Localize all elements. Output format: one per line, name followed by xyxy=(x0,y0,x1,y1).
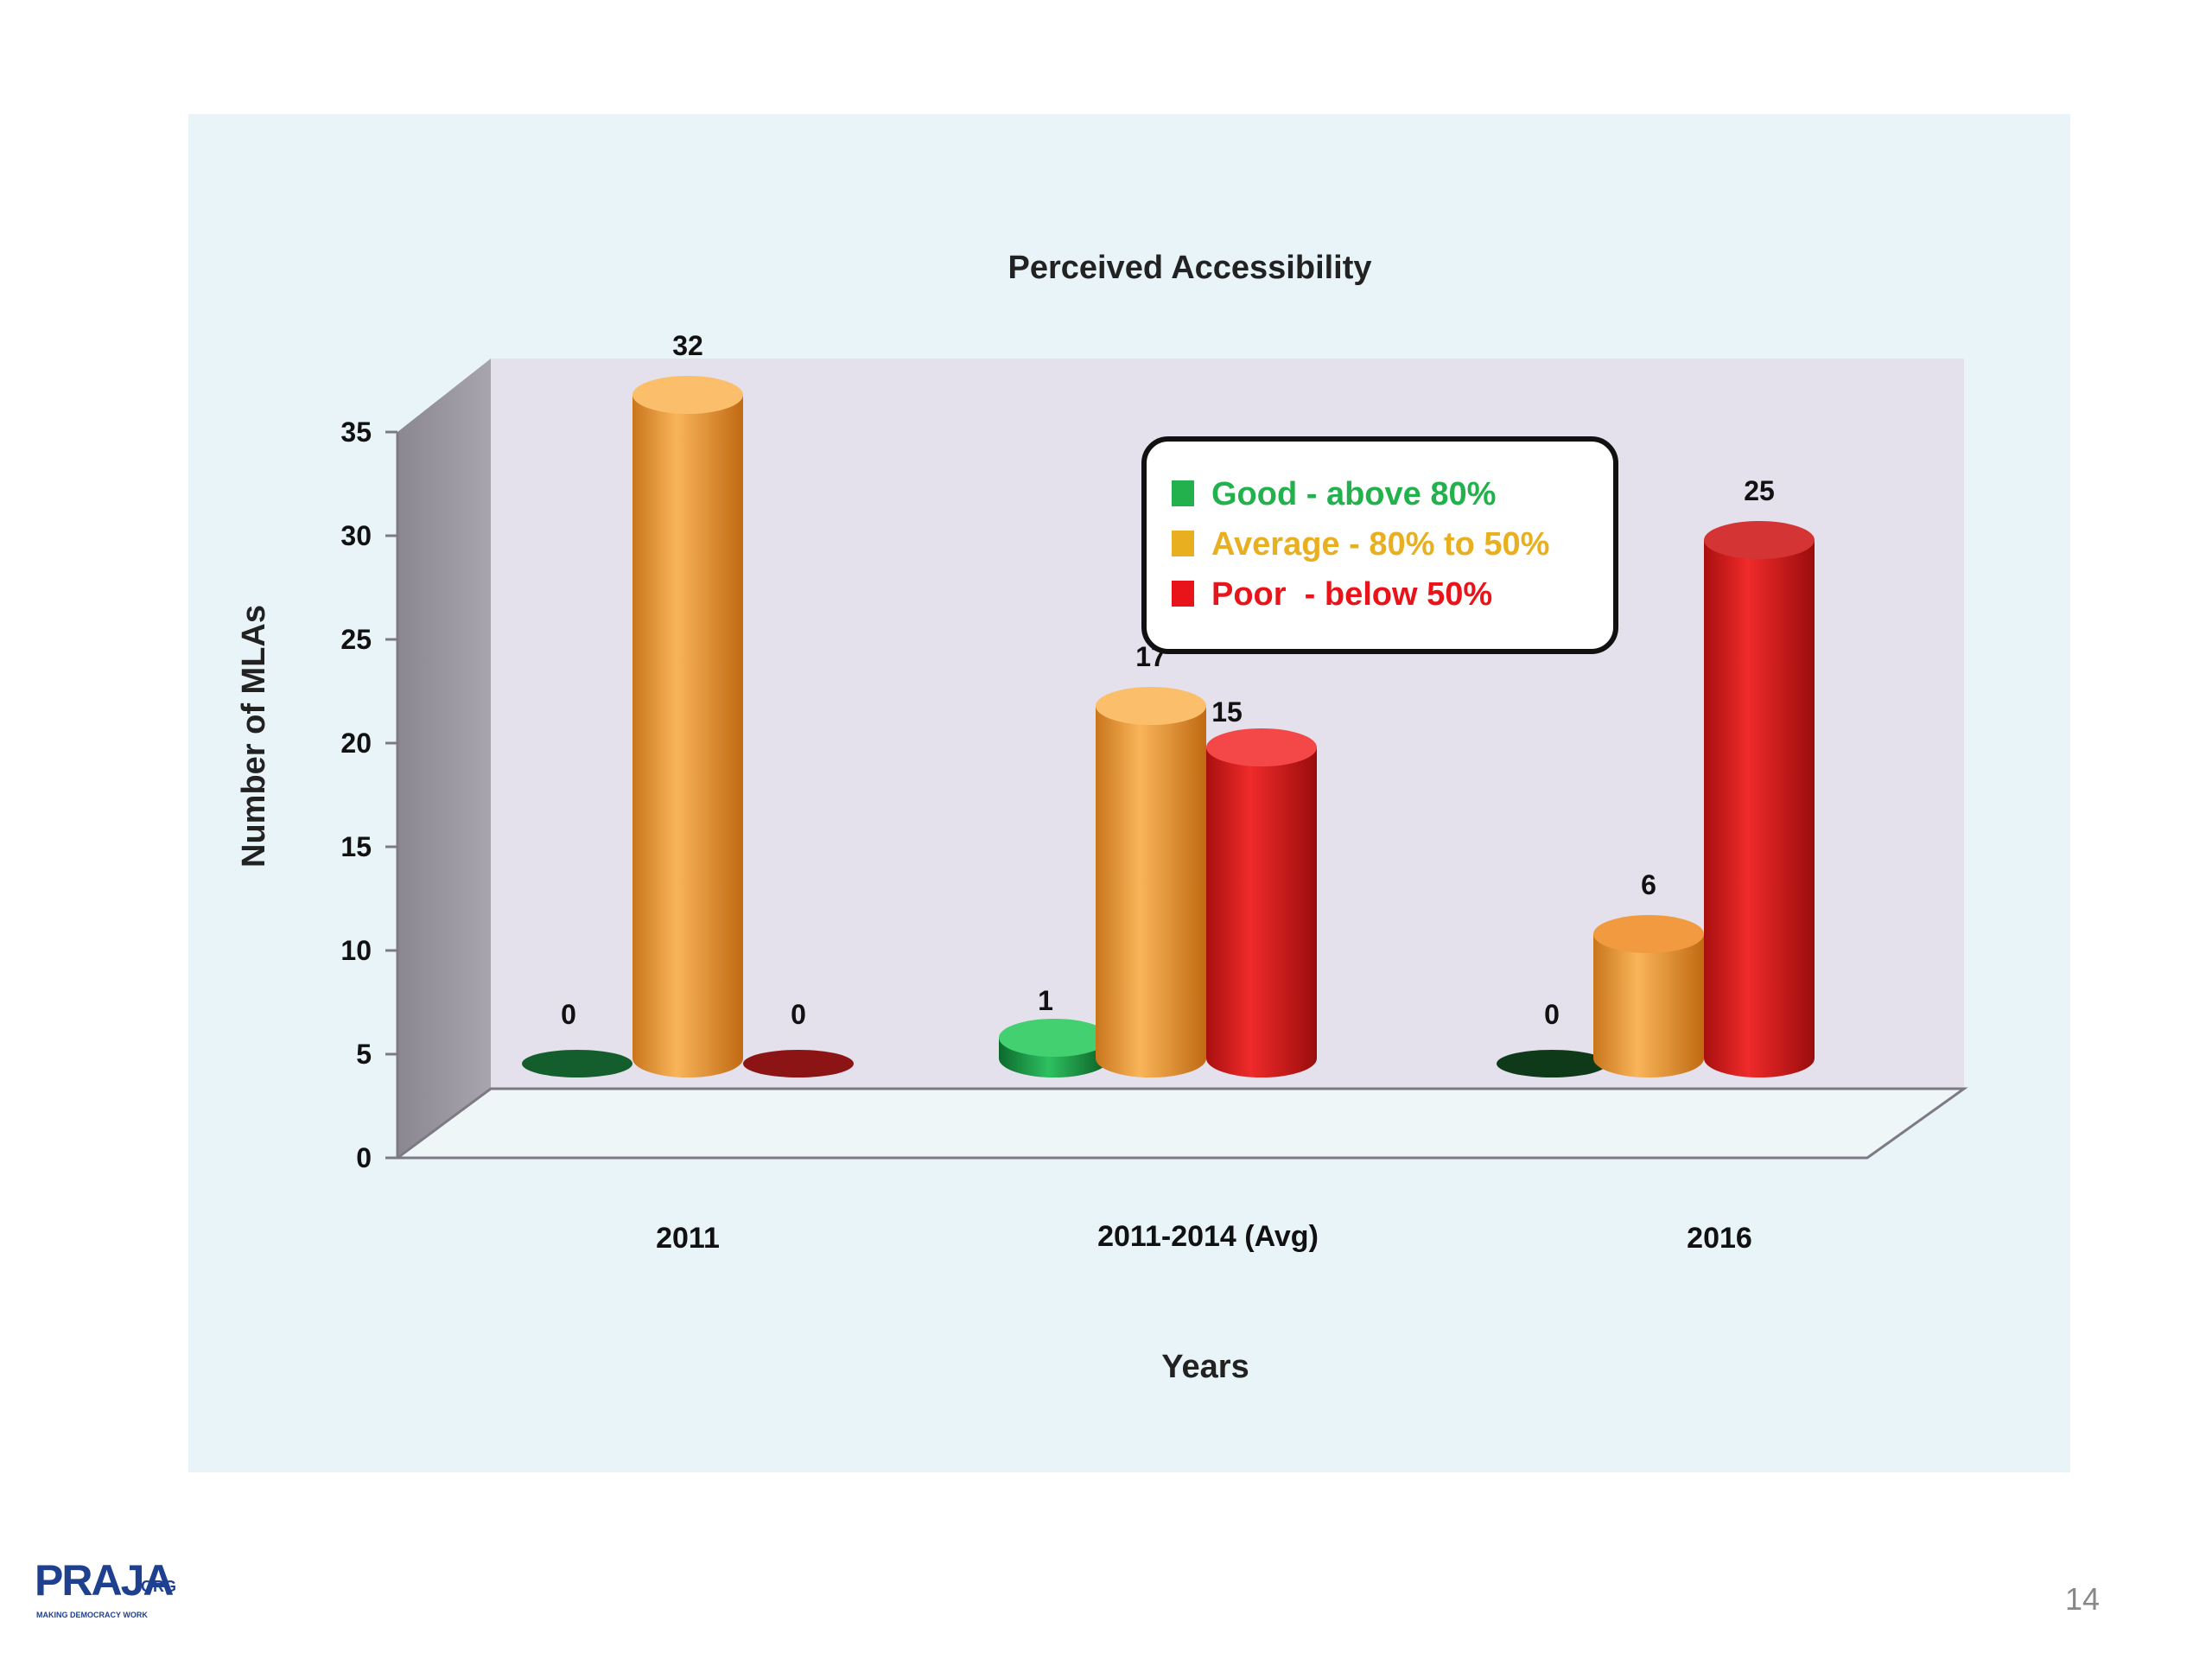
legend-swatch-poor xyxy=(1172,581,1194,607)
bar-top xyxy=(1704,521,1815,559)
data-label-poor-0: 0 xyxy=(791,999,806,1030)
y-tick-label: 0 xyxy=(356,1142,372,1173)
bar-body xyxy=(632,395,743,1077)
bar-average-2 xyxy=(1593,915,1704,1077)
y-tick-label: 20 xyxy=(340,728,372,759)
x-tick-label-2011: 2011 xyxy=(656,1222,720,1255)
logo-main-text: PRAJA xyxy=(35,1556,174,1605)
bar-poor-0 xyxy=(743,1050,854,1077)
x-tick-label-2016: 2016 xyxy=(1687,1222,1752,1255)
legend-swatch-average xyxy=(1172,531,1194,556)
bar-good-1 xyxy=(999,1019,1109,1077)
bar-good-2 xyxy=(1497,1050,1607,1077)
legend-label-average: Average - 80% to 50% xyxy=(1211,526,1549,563)
chart-title: Perceived Accessibility xyxy=(1007,250,1371,286)
legend-label-poor: Poor - below 50% xyxy=(1211,576,1492,613)
bar-top xyxy=(1096,687,1206,725)
legend-box xyxy=(1141,436,1618,654)
bars xyxy=(522,376,1815,1077)
legend-label-good: Good - above 80% xyxy=(1211,476,1496,512)
data-label-good-1: 1 xyxy=(1038,985,1053,1016)
bar-zero-disc xyxy=(522,1050,632,1077)
y-axis-title: Number of MLAs xyxy=(236,605,272,868)
data-label-good-0: 0 xyxy=(561,999,576,1030)
y-tick-label: 15 xyxy=(340,831,372,862)
y-axis-ticks: 0 5 10 15 20 25 30 35 xyxy=(340,416,397,1173)
bar-average-1 xyxy=(1096,687,1206,1077)
y-tick-label: 25 xyxy=(340,624,372,655)
bar-poor-1 xyxy=(1206,728,1317,1077)
bar-zero-disc xyxy=(1497,1050,1607,1077)
bar-body xyxy=(1206,747,1317,1077)
bar-body xyxy=(1704,540,1815,1077)
y-tick-label: 30 xyxy=(340,520,372,551)
chart-panel: 0 5 10 15 20 25 30 35 0 32 0 1 17 15 0 6 25 Perceived A… xyxy=(188,114,2070,1472)
y-tick-label: 5 xyxy=(356,1039,372,1070)
page-number: 14 xyxy=(2064,1581,2100,1617)
legend: Good - above 80% Average - 80% to 50% Po… xyxy=(1141,436,1618,654)
y-tick-label: 35 xyxy=(340,416,372,448)
side-wall xyxy=(397,359,491,1158)
bar-top xyxy=(1206,728,1317,766)
floor xyxy=(393,1087,1968,1160)
legend-swatch-good xyxy=(1172,480,1194,506)
praja-logo: PRAJA .ORG MAKING DEMOCRACY WORK xyxy=(35,1555,181,1633)
bar-good-0 xyxy=(522,1050,632,1077)
bar-zero-disc xyxy=(743,1050,854,1077)
data-label-average-2: 6 xyxy=(1641,869,1656,900)
bar-top xyxy=(1593,915,1704,953)
bar-body xyxy=(1593,934,1704,1077)
bar-poor-2 xyxy=(1704,521,1815,1077)
bar-average-0 xyxy=(632,376,743,1077)
logo-tagline: MAKING DEMOCRACY WORK xyxy=(36,1611,148,1619)
x-axis-title: Years xyxy=(1161,1349,1249,1385)
bar-body xyxy=(1096,706,1206,1077)
bar-top xyxy=(632,376,743,414)
data-label-average-0: 32 xyxy=(672,330,703,361)
y-tick-label: 10 xyxy=(340,935,372,966)
bar-top xyxy=(999,1019,1109,1057)
data-label-good-2: 0 xyxy=(1544,999,1560,1030)
data-label-poor-1: 15 xyxy=(1211,696,1243,728)
data-label-poor-2: 25 xyxy=(1744,475,1775,506)
x-tick-label-2011-2014: 2011-2014 (Avg) xyxy=(1097,1220,1319,1253)
logo-suffix-text: .ORG xyxy=(137,1578,177,1595)
